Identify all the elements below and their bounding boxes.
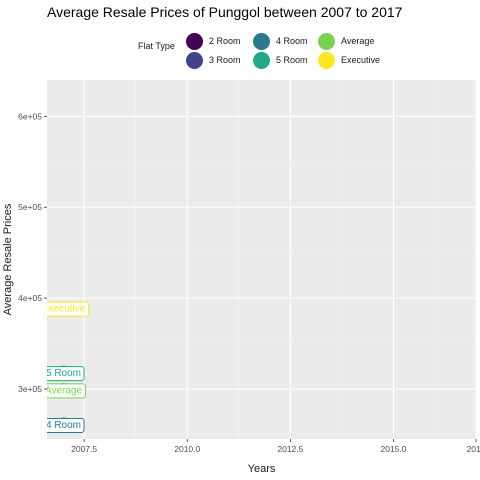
y-tick-label: 4e+05 [18, 293, 42, 303]
legend-label: 5 Room [276, 55, 308, 65]
x-tick-label: 2012.5 [277, 444, 303, 454]
legend-key [253, 32, 270, 50]
point-label: 4 Room [46, 417, 85, 433]
point-label-text: Executive [42, 304, 86, 315]
legend-key [186, 32, 203, 50]
point-label-box [47, 366, 85, 382]
x-axis-title: Years [248, 463, 276, 475]
legend-key [253, 51, 270, 69]
legend-key [318, 32, 335, 50]
chart-title: Average Resale Prices of Punggol between… [47, 4, 403, 20]
legend-label: Executive [341, 55, 381, 65]
point-label: Executive [42, 301, 90, 317]
point-label: Average [45, 383, 86, 399]
point-label-box [47, 417, 85, 433]
y-axis-title: Average Resale Prices [2, 203, 14, 315]
y-tick-label: 6e+05 [18, 111, 42, 121]
legend-item-executive: Executive [318, 51, 380, 69]
legend-label: 2 Room [209, 36, 241, 46]
point-labels: 4 Room Average 5 Room Executive [42, 301, 90, 433]
legend-item-5-room: 5 Room [253, 51, 308, 69]
point-label-text: 4 Room [46, 420, 81, 431]
legend-key [318, 51, 335, 69]
legend-item-3-room: 3 Room [186, 51, 241, 69]
point-label-box [47, 301, 90, 317]
x-tick-label: 2007.5 [71, 444, 97, 454]
legend-item-2-room: 2 Room [186, 32, 241, 50]
x-tick-label: 2010.0 [174, 444, 200, 454]
legend-label: 4 Room [276, 36, 308, 46]
y-tick-label: 3e+05 [18, 384, 42, 394]
legend-key [186, 51, 203, 69]
point-label-text: 5 Room [46, 368, 81, 379]
x-tick-label: 2015.0 [381, 444, 407, 454]
point-label: 5 Room [46, 366, 85, 382]
legend: Flat Type 2 Room 3 Room 4 Room 5 Room Averag… [138, 32, 408, 70]
point-label-text: Average [45, 385, 83, 396]
legend-item-4-room: 4 Room [253, 32, 308, 50]
x-tick-label: 2017 [467, 444, 480, 454]
plot-panel [47, 80, 476, 439]
legend-label: 3 Room [209, 55, 241, 65]
legend-title: Flat Type [138, 41, 175, 51]
point-label-box [47, 383, 86, 399]
y-tick-label: 5e+05 [18, 202, 42, 212]
legend-label: Average [341, 36, 375, 46]
legend-item-average: Average [318, 32, 374, 50]
